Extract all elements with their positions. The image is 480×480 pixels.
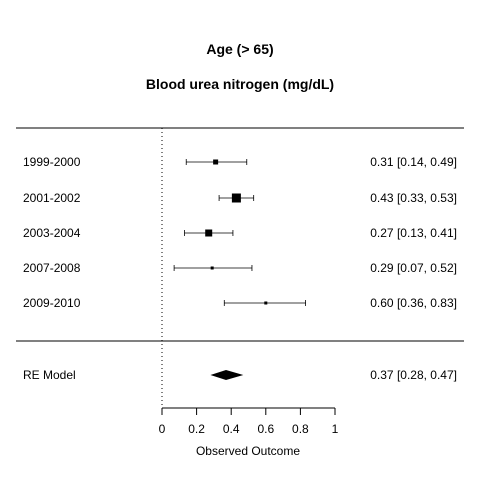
x-axis-label: Observed Outcome xyxy=(196,444,300,458)
point-estimate xyxy=(213,159,219,165)
point-estimate xyxy=(210,266,214,270)
summary-diamond xyxy=(210,370,244,380)
summary-estimate-text: 0.37 [0.28, 0.47] xyxy=(370,368,457,382)
x-tick-label: 1 xyxy=(332,422,339,436)
study-estimate-text: 0.60 [0.36, 0.83] xyxy=(370,296,457,310)
chart-subtitle: Blood urea nitrogen (mg/dL) xyxy=(146,76,334,92)
x-tick-label: 0.2 xyxy=(188,422,205,436)
chart-title: Age (> 65) xyxy=(206,41,273,57)
study-label: 2009-2010 xyxy=(23,296,81,310)
study-estimate-text: 0.31 [0.14, 0.49] xyxy=(370,155,457,169)
study-rows: 1999-2000 0.31 [0.14, 0.49] 2001-2002 0.43 … xyxy=(23,155,457,310)
point-estimate xyxy=(231,193,241,203)
study-label: 2007-2008 xyxy=(23,261,81,275)
study-label: 1999-2000 xyxy=(23,155,81,169)
study-label: 2003-2004 xyxy=(23,226,81,240)
x-tick-label: 0.4 xyxy=(223,422,240,436)
study-estimate-text: 0.29 [0.07, 0.52] xyxy=(370,261,457,275)
study-label: 2001-2002 xyxy=(23,191,81,205)
summary-label: RE Model xyxy=(23,368,76,382)
x-tick-label: 0 xyxy=(159,422,166,436)
point-estimate xyxy=(264,301,268,305)
summary-row: RE Model 0.37 [0.28, 0.47] xyxy=(23,368,457,382)
x-axis: 0 0.2 0.4 0.6 0.8 1 xyxy=(159,407,339,436)
x-tick-label: 0.6 xyxy=(257,422,274,436)
study-estimate-text: 0.43 [0.33, 0.53] xyxy=(370,191,457,205)
study-estimate-text: 0.27 [0.13, 0.41] xyxy=(370,226,457,240)
x-tick-label: 0.8 xyxy=(292,422,309,436)
point-estimate xyxy=(205,229,213,237)
